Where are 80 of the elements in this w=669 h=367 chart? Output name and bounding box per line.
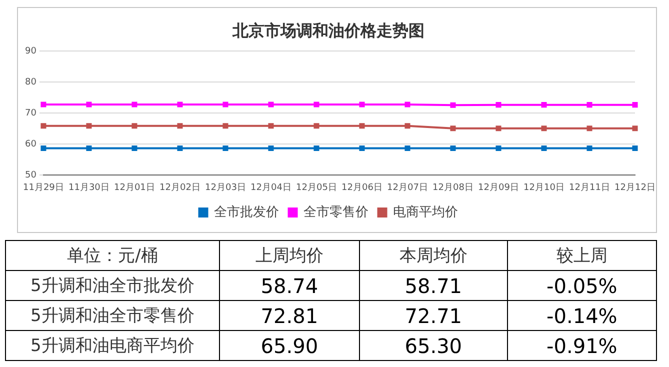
point [541,145,547,151]
point [359,102,365,108]
x-tick-label: 12月02日 [160,182,200,193]
point [314,102,320,108]
x-tick-label: 11月29日 [23,182,64,193]
text: -0.05% [507,270,656,300]
point [496,126,502,132]
x-tick-label: 12月04日 [250,182,292,193]
text: 58.74 [219,270,360,300]
text: -0.91% [507,330,656,360]
text: 65.30 [359,330,508,360]
x-tick-label: 12月03日 [205,182,246,193]
point [268,145,274,151]
text: 58.71 [359,270,508,300]
text: 较上周 [507,240,656,270]
point [450,126,456,132]
point [496,145,502,151]
point [450,145,456,151]
y-tick-label: 50 [25,170,37,181]
legend-label: 电商平均价 [392,204,458,220]
point [222,102,228,108]
point [314,123,320,129]
text: 5升调和油电商平均价 [6,330,220,360]
point [359,145,365,151]
y-tick-label: 70 [25,108,37,119]
point [86,145,92,151]
point [359,123,365,129]
text: 65.90 [219,330,360,360]
point [496,102,502,108]
x-tick-label: 12月07日 [387,182,428,193]
text: 5升调和油全市批发价 [6,270,220,300]
point [632,145,638,151]
x-tick-label: 12月09日 [478,182,519,193]
point [586,145,592,151]
point [541,102,547,108]
point [132,123,138,129]
point [86,123,92,129]
point [40,123,46,129]
point [177,102,183,108]
point [586,126,592,132]
point [40,102,46,108]
point [314,145,320,151]
point [404,123,410,129]
point [586,102,592,108]
text: 本周均价 [359,240,508,270]
point [632,102,638,108]
text: 72.81 [219,300,360,330]
point [268,102,274,108]
point [132,102,138,108]
text: 单位：元/桶 [6,240,220,270]
point [404,102,410,108]
x-tick-label: 12月10日 [524,182,564,193]
point [632,126,638,132]
legend-label: 全市零售价 [303,204,368,220]
point [450,102,456,108]
y-tick-label: 60 [25,140,37,150]
x-tick-label: 11月30日 [68,182,110,193]
point [268,123,274,129]
text: -0.14% [507,300,656,330]
text: 5升调和油全市零售价 [6,300,220,330]
point [132,145,138,151]
point [86,102,92,108]
text: 72.71 [359,300,508,330]
point [177,145,183,151]
x-tick-label: 12月01日 [114,182,155,193]
point [222,123,228,129]
legend-label: 全市批发价 [214,204,279,220]
chart-title: 北京市场调和油价格走势图 [232,20,424,40]
text: 上周均价 [219,240,360,270]
point [222,145,228,151]
y-tick-label: 80 [25,78,37,88]
point [404,145,410,151]
x-tick-label: 12月08日 [432,182,474,193]
x-tick-label: 12月11日 [569,182,610,193]
point [541,126,547,132]
point [177,123,183,129]
x-tick-label: 12月12日 [614,182,656,193]
x-tick-label: 12月06日 [342,182,382,193]
y-tick-label: 90 [25,46,37,57]
x-tick-label: 12月05日 [296,182,337,193]
